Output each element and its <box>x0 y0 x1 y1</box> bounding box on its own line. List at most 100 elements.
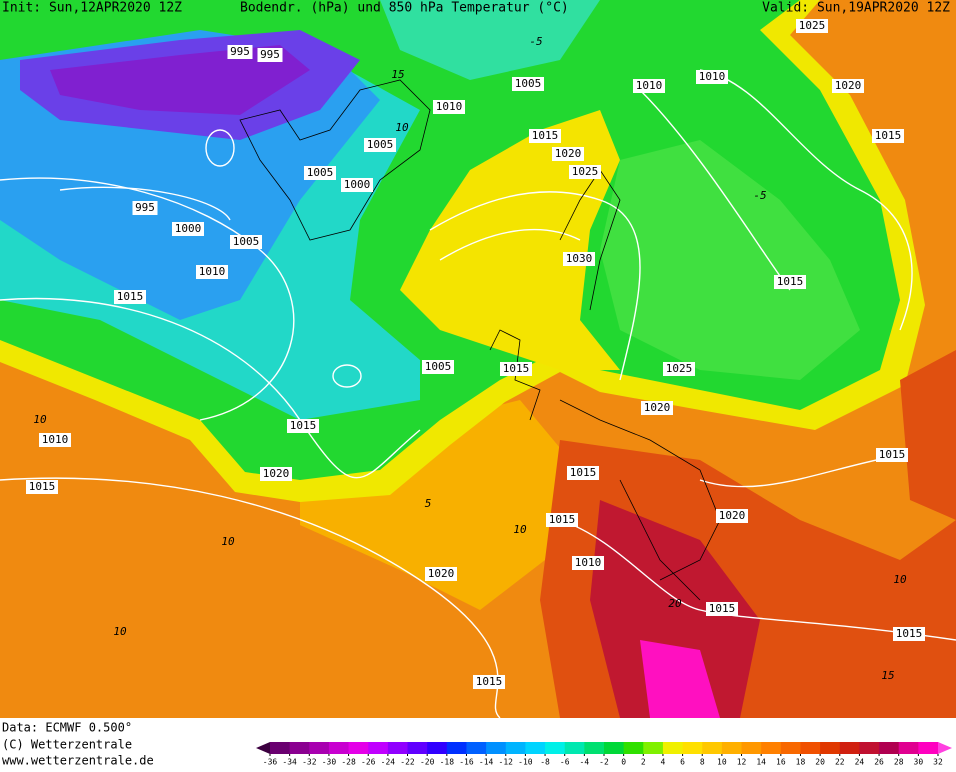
isobar-label-box <box>641 401 673 415</box>
colorbar-label: -4 <box>580 758 590 767</box>
isobar-label: 1015 <box>503 362 530 375</box>
colorbar-label: 12 <box>737 758 747 767</box>
colorbar-label: -10 <box>518 758 533 767</box>
isobar-label: 1015 <box>290 419 317 432</box>
isobar-label-box <box>341 178 373 192</box>
isotherm-label: -5 <box>529 35 542 48</box>
isotherm-label: 10 <box>395 121 409 134</box>
isotherm-label: 20 <box>668 597 682 610</box>
colorbar-segment <box>702 742 723 754</box>
isobar-label-box <box>563 252 595 266</box>
isobar-label: 1005 <box>367 138 394 151</box>
isobar-label-box <box>227 45 253 59</box>
isotherm-label: 15 <box>391 68 404 81</box>
colorbar-segment <box>898 742 919 754</box>
colorbar-segment <box>505 742 526 754</box>
colorbar-segment <box>348 742 369 754</box>
isobar-label: 1020 <box>555 147 582 160</box>
isobar-label-box <box>706 602 738 616</box>
colorbar-label: 8 <box>700 758 705 767</box>
colorbar-label: -32 <box>302 758 317 767</box>
colorbar-segment <box>466 742 487 754</box>
colorbar-label: -16 <box>459 758 474 767</box>
isobar-label-box <box>230 235 262 249</box>
colorbar-segment <box>879 742 900 754</box>
colorbar-segment <box>820 742 841 754</box>
map-field <box>0 0 956 718</box>
copyright: (C) Wetterzentrale <box>2 738 132 752</box>
valid-time: Valid: Sun,19APR2020 12Z <box>762 1 950 16</box>
colorbar-segment <box>564 742 585 754</box>
isobar-label-box <box>569 165 601 179</box>
isobar-label: 1015 <box>117 290 144 303</box>
colorbar-label: -26 <box>361 758 376 767</box>
isobar-label: 1030 <box>566 252 593 265</box>
isobar-label-box <box>132 201 158 215</box>
isobar-label-box <box>364 138 396 152</box>
isobar-label-box <box>552 147 584 161</box>
map-labels: 995 9951005101010101025102010151010100510… <box>26 19 925 689</box>
isotherm-label: 5 <box>425 497 432 510</box>
isobar-label-box <box>473 675 505 689</box>
colorbar-label: -12 <box>499 758 514 767</box>
isobar-label: 1010 <box>42 433 69 446</box>
colorbar-arrow <box>938 742 952 754</box>
colorbar-segment <box>427 742 448 754</box>
colorbar-segment <box>643 742 664 754</box>
colorbar-label: 14 <box>756 758 766 767</box>
isobar-label: 995 <box>230 45 250 58</box>
colorbar-label: 16 <box>776 758 786 767</box>
isobar-label-box <box>546 513 578 527</box>
colorbar-segment <box>604 742 625 754</box>
isobar-label: 1015 <box>570 466 597 479</box>
isobar-label-box <box>39 433 71 447</box>
isotherm-label: 10 <box>113 625 127 638</box>
colorbar-label: -36 <box>263 758 278 767</box>
isobar-label-box <box>26 480 58 494</box>
colorbar-segment <box>780 742 801 754</box>
colorbar-segment <box>289 742 310 754</box>
colorbar-label: -8 <box>540 758 550 767</box>
colorbar-label: 18 <box>796 758 806 767</box>
isobar-label: 1015 <box>476 675 503 688</box>
colorbar-label: -22 <box>400 758 415 767</box>
isobar-label-box <box>567 466 599 480</box>
isobar-label: 995 <box>260 48 280 61</box>
isotherm-label: 10 <box>893 573 907 586</box>
isobar-label: 1025 <box>666 362 693 375</box>
isobar-label: 1020 <box>263 467 290 480</box>
colorbar-label: -20 <box>420 758 435 767</box>
contours <box>0 69 956 719</box>
colorbar-segment <box>486 742 507 754</box>
colorbar-segment <box>859 742 880 754</box>
colorbar-segment <box>761 742 782 754</box>
colorbar-label: -28 <box>341 758 356 767</box>
isobar-label: 1020 <box>719 509 746 522</box>
colorbar-segment <box>309 742 330 754</box>
colorbar-segment <box>270 742 291 754</box>
isobar-label-box <box>876 448 908 462</box>
colorbar-segment <box>584 742 605 754</box>
isobar-label-box <box>696 70 728 84</box>
isobar-label: 1020 <box>428 567 455 580</box>
colorbar-label: -30 <box>322 758 337 767</box>
isobar-label-box <box>893 627 925 641</box>
colorbar-label: 2 <box>641 758 646 767</box>
colorbar-label: -24 <box>381 758 396 767</box>
isobar-label-box <box>663 362 695 376</box>
isobar-label: 1010 <box>636 79 663 92</box>
isobar-label: 1015 <box>896 627 923 640</box>
colorbar-label: 20 <box>815 758 825 767</box>
colorbar-label: 4 <box>661 758 666 767</box>
isobar-label-box <box>433 100 465 114</box>
isobar-label: 1005 <box>233 235 260 248</box>
colorbar-label: -14 <box>479 758 494 767</box>
isobar-label-box <box>529 129 561 143</box>
colorbar-label: 22 <box>835 758 845 767</box>
isobar-label: 1015 <box>532 129 559 142</box>
isobar-label: 995 <box>135 201 155 214</box>
isobar-label-box <box>500 362 532 376</box>
isotherm-label: 15 <box>881 669 894 682</box>
isobar-label-box <box>304 166 336 180</box>
isobar-label-box <box>832 79 864 93</box>
